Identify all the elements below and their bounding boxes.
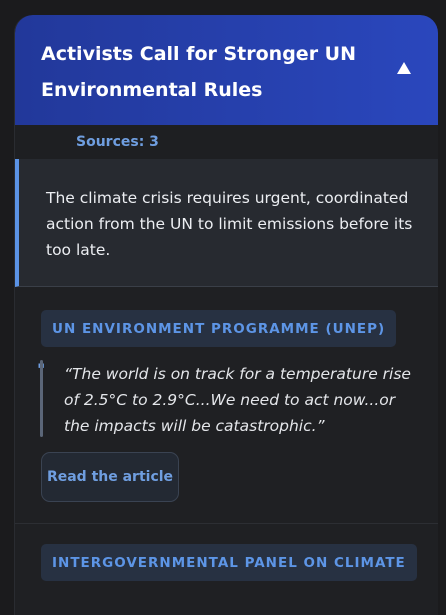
card-title: Activists Call for Stronger UN Environme… (41, 43, 357, 101)
source-name: INTERGOVERNMENTAL PANEL ON CLIMATE (41, 544, 417, 581)
quote-bar (40, 360, 43, 437)
summary-text: The climate crisis requires urgent, coor… (46, 189, 413, 259)
triangle-up-icon[interactable] (396, 60, 412, 76)
source-name: UN ENVIRONMENT PROGRAMME (UNEP) (41, 310, 397, 347)
source-divider (15, 523, 438, 524)
article-card: Activists Call for Stronger UN Environme… (14, 15, 438, 615)
card-header[interactable]: Activists Call for Stronger UN Environme… (15, 15, 438, 125)
triangle-up-icon-glyph (397, 62, 411, 74)
sources-bar (15, 125, 438, 159)
summary-box: The climate crisis requires urgent, coor… (15, 159, 438, 287)
source-quote: “The world is on track for a temperature… (64, 365, 411, 435)
read-article-button[interactable]: Read the article (41, 452, 179, 502)
sources-count: Sources: 3 (76, 134, 159, 150)
